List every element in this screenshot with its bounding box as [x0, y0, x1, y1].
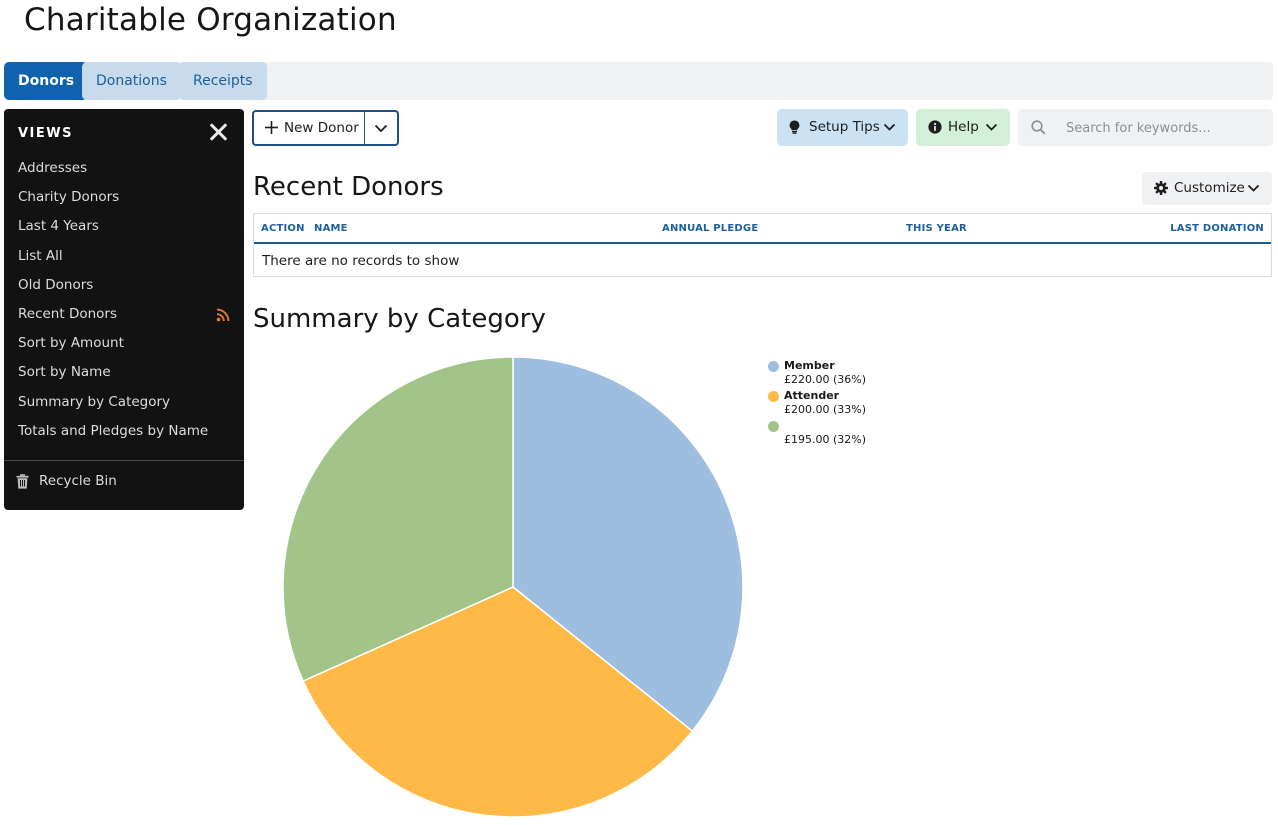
new-donor-dropdown-button[interactable]: [365, 112, 397, 144]
sidebar-item-sort-by-name[interactable]: Sort by Name: [4, 358, 244, 387]
recycle-bin-label: Recycle Bin: [39, 473, 117, 489]
sidebar-item-totals-and-pledges[interactable]: Totals and Pledges by Name: [4, 417, 244, 446]
tab-donors[interactable]: Donors: [4, 62, 89, 100]
sidebar-item-last-4-years[interactable]: Last 4 Years: [4, 212, 244, 241]
legend-swatch: [768, 421, 779, 432]
recent-donors-title: Recent Donors: [253, 172, 444, 202]
column-header-this-year[interactable]: THIS YEAR: [906, 223, 967, 234]
help-button[interactable]: Help: [916, 109, 1010, 146]
column-header-action[interactable]: ACTION: [261, 223, 305, 234]
new-donor-button[interactable]: New Donor: [254, 112, 364, 144]
legend-swatch: [768, 391, 779, 402]
pie-slice-unlabeled[interactable]: [282, 356, 514, 683]
chart-legend: Member £220.00 (36%) Attender £200.00 (3…: [768, 359, 918, 449]
recent-donors-table: ACTION NAME ANNUAL PLEDGE THIS YEAR LAST…: [253, 213, 1272, 277]
pie-slice-member[interactable]: [512, 356, 744, 733]
sidebar-item-summary-by-category[interactable]: Summary by Category: [4, 388, 244, 417]
table-header: ACTION NAME ANNUAL PLEDGE THIS YEAR LAST…: [254, 214, 1271, 244]
lightbulb-icon: [789, 120, 800, 134]
legend-item: £195.00 (32%): [768, 419, 918, 449]
tab-receipts[interactable]: Receipts: [179, 62, 267, 100]
views-list: Addresses Charity Donors Last 4 Years Li…: [4, 154, 244, 446]
empty-table-message: There are no records to show: [262, 253, 460, 269]
sidebar-item-sort-by-amount[interactable]: Sort by Amount: [4, 329, 244, 358]
summary-by-category-title: Summary by Category: [253, 304, 546, 334]
search-icon: [1031, 120, 1046, 135]
chevron-down-icon: [883, 123, 896, 131]
legend-swatch: [768, 361, 779, 372]
help-label: Help: [948, 119, 979, 135]
legend-value: £220.00 (36%): [784, 373, 867, 386]
sidebar-divider: [4, 460, 244, 461]
tab-donations[interactable]: Donations: [82, 62, 181, 100]
info-icon: [928, 120, 942, 134]
rss-feed-icon[interactable]: [216, 308, 230, 322]
chevron-down-icon: [1247, 184, 1260, 192]
sidebar-item-list-all[interactable]: List All: [4, 242, 244, 271]
sidebar-item-label: Sort by Name: [18, 364, 111, 381]
new-donor-split-button: New Donor: [252, 110, 399, 146]
app-title: Charitable Organization: [24, 2, 397, 38]
new-donor-label: New Donor: [284, 120, 359, 136]
category-pie-chart: [282, 356, 744, 818]
tab-bar: Donors Donations Receipts: [4, 62, 1273, 100]
sidebar-item-old-donors[interactable]: Old Donors: [4, 271, 244, 300]
column-header-annual-pledge[interactable]: ANNUAL PLEDGE: [662, 223, 759, 234]
column-header-name[interactable]: NAME: [314, 223, 348, 234]
customize-label: Customize: [1174, 180, 1245, 196]
close-icon[interactable]: [208, 122, 228, 142]
sidebar-item-label: Summary by Category: [18, 393, 171, 410]
legend-label: Member: [784, 359, 835, 372]
recycle-bin-link[interactable]: Recycle Bin: [16, 471, 117, 491]
legend-item: Attender £200.00 (33%): [768, 389, 918, 419]
sidebar-item-recent-donors[interactable]: Recent Donors: [4, 300, 244, 329]
column-header-last-donation[interactable]: LAST DONATION: [1170, 223, 1264, 234]
sidebar-item-addresses[interactable]: Addresses: [4, 154, 244, 183]
sidebar-item-label: List All: [18, 247, 63, 264]
sidebar-item-label: Addresses: [18, 160, 88, 176]
legend-value: £200.00 (33%): [784, 403, 867, 416]
sidebar-item-label: Recent Donors: [18, 305, 118, 322]
search-box: [1018, 109, 1273, 146]
customize-button[interactable]: Customize: [1142, 172, 1272, 205]
setup-tips-button[interactable]: Setup Tips: [777, 109, 908, 146]
chevron-down-icon: [374, 124, 388, 133]
split-divider: [364, 112, 365, 144]
views-title: VIEWS: [18, 126, 73, 141]
trash-icon: [16, 474, 29, 489]
views-sidebar: VIEWS Addresses Charity Donors Last 4 Ye…: [4, 109, 244, 510]
sidebar-item-charity-donors[interactable]: Charity Donors: [4, 183, 244, 212]
chevron-down-icon: [985, 123, 998, 131]
search-input[interactable]: [1066, 117, 1266, 139]
legend-label: Attender: [784, 389, 840, 402]
sidebar-item-label: Old Donors: [18, 276, 94, 293]
pie-slice-attender[interactable]: [302, 586, 694, 818]
sidebar-item-label: Last 4 Years: [18, 218, 99, 235]
setup-tips-label: Setup Tips: [809, 119, 880, 135]
plus-icon: [265, 121, 278, 134]
sidebar-item-label: Charity Donors: [18, 189, 120, 206]
sidebar-item-label: Sort by Amount: [18, 335, 124, 352]
legend-value: £195.00 (32%): [784, 433, 867, 446]
gear-icon: [1154, 181, 1168, 195]
sidebar-item-label: Totals and Pledges by Name: [18, 422, 209, 439]
legend-item: Member £220.00 (36%): [768, 359, 918, 389]
